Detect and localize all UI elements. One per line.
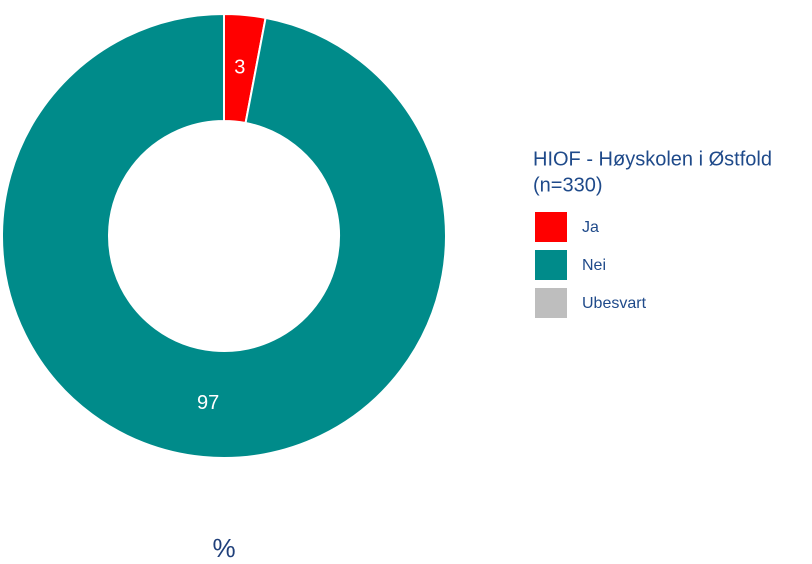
legend-label: Ja <box>582 219 599 236</box>
legend-swatch <box>535 212 567 242</box>
legend-label: Ubesvart <box>582 295 647 312</box>
legend-label: Nei <box>582 257 606 274</box>
x-axis-label: % <box>212 533 235 563</box>
donut-slice <box>1 12 447 459</box>
legend-title: (n=330) <box>533 174 603 196</box>
legend-title: HIOF - Høyskolen i Østfold <box>533 148 772 170</box>
value-label: 3 <box>234 57 245 79</box>
legend-swatch <box>535 250 567 280</box>
value-label: 97 <box>197 392 219 414</box>
legend-swatch <box>535 288 567 318</box>
